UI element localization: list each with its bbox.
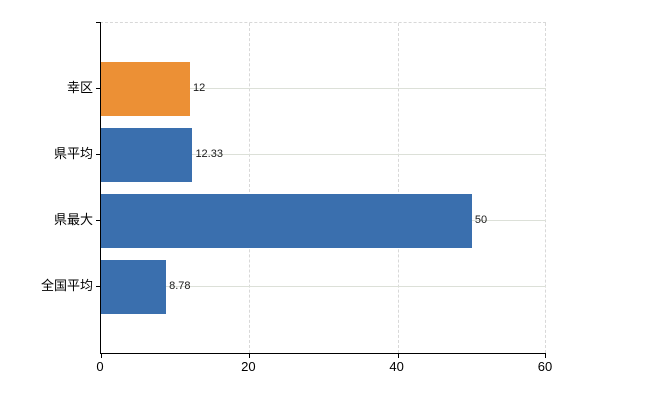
category-label: 県平均	[53, 146, 93, 161]
horizontal-gridline	[101, 286, 546, 287]
bar-1	[101, 62, 190, 116]
x-axis-tick	[397, 353, 399, 358]
x-tick-label: 60	[537, 359, 553, 374]
y-axis-tick	[96, 286, 101, 287]
y-axis-tick	[96, 220, 101, 221]
category-label: 県最大	[53, 212, 93, 227]
horizontal-gridline	[101, 88, 546, 89]
x-axis-tick	[249, 353, 251, 358]
y-axis-tick	[96, 88, 101, 89]
category-label: 全国平均	[40, 278, 93, 293]
x-axis-tick	[101, 353, 102, 358]
x-tick-label: 0	[96, 359, 104, 374]
plot-area: 12 12.33 50 8.78	[96, 22, 546, 358]
x-axis-tick	[545, 353, 546, 358]
category-label: 幸区	[66, 80, 93, 95]
bar-value-label: 12.33	[195, 148, 223, 160]
x-tick-label: 20	[241, 359, 256, 374]
vertical-gridline	[545, 23, 546, 353]
bar-value-label: 12	[193, 82, 206, 94]
horizontal-gridline	[101, 154, 546, 155]
bar-4	[101, 260, 167, 314]
bar-value-label: 50	[474, 214, 488, 226]
y-axis-top-tick	[96, 22, 101, 23]
y-axis-tick	[96, 154, 101, 155]
vertical-gridline	[397, 23, 399, 353]
bar-value-label: 8.78	[169, 280, 191, 292]
vertical-gridline	[249, 23, 251, 353]
x-tick-label: 40	[389, 359, 404, 374]
bar-3	[101, 194, 472, 248]
bar-2	[101, 128, 193, 182]
